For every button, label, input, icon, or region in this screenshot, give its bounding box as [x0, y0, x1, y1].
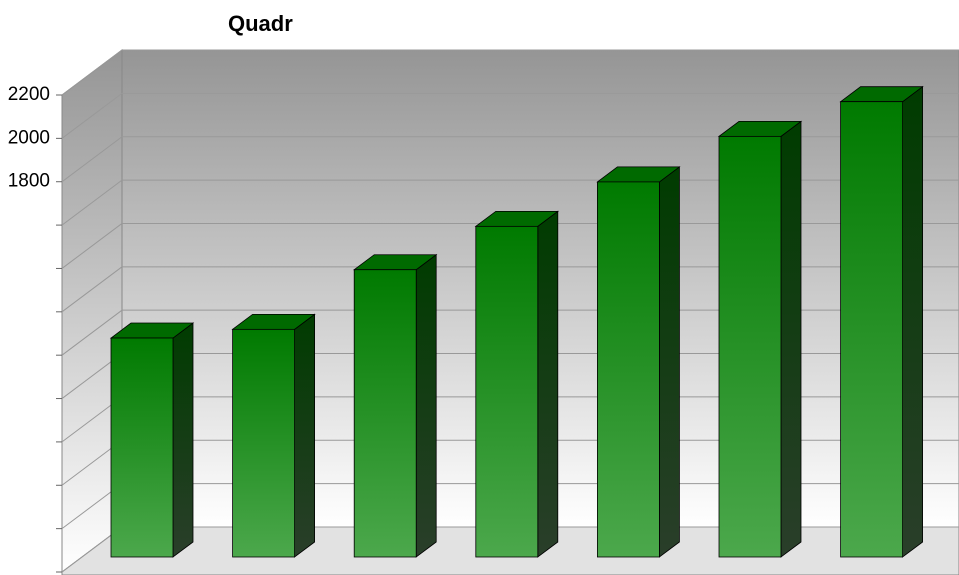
bar-front: [840, 101, 903, 558]
grid-line: [61, 136, 123, 183]
bar-side: [172, 322, 194, 558]
bar-front: [718, 135, 782, 558]
bar: [596, 166, 681, 558]
grid-line: [61, 49, 123, 96]
bar: [109, 322, 195, 558]
bar-front: [110, 337, 174, 558]
bar: [231, 313, 316, 558]
bar-side: [659, 166, 680, 558]
bar: [717, 120, 803, 558]
y-tick-label: 2200: [8, 84, 50, 105]
grid-line: [61, 223, 123, 269]
bar-side: [537, 210, 559, 558]
bar-side: [902, 85, 923, 558]
y-tick-label: 1800: [8, 171, 50, 192]
grid-line: [61, 266, 123, 313]
bar-side: [780, 120, 802, 558]
bar-front: [353, 269, 417, 558]
bar-front: [232, 328, 296, 558]
bar: [353, 253, 438, 558]
bar: [839, 85, 924, 558]
bar-front: [597, 181, 660, 558]
grid-line: [61, 92, 123, 139]
chart-title: Quadr: [228, 11, 293, 36]
grid-line: [61, 179, 123, 226]
bar-side: [294, 313, 316, 558]
grid-line: [61, 309, 123, 356]
bar-side: [415, 253, 437, 558]
bar: [474, 210, 559, 558]
y-tick-label: 2000: [8, 127, 50, 148]
bar-front: [475, 225, 539, 558]
